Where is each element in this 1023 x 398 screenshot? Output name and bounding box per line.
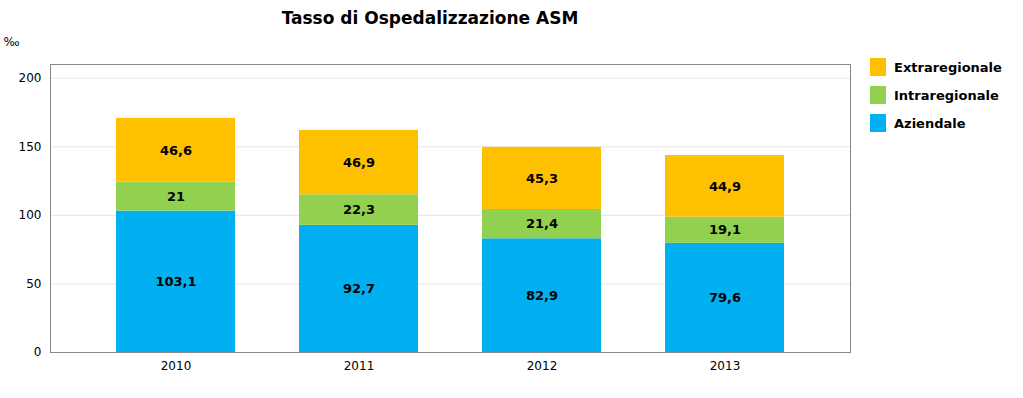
- svg-text:22,3: 22,3: [343, 202, 375, 217]
- svg-text:82,9: 82,9: [526, 288, 558, 303]
- svg-text:92,7: 92,7: [343, 281, 375, 296]
- html-text:Aziendale: Aziendale: [894, 115, 966, 131]
- html-text:Intraregionale: Intraregionale: [894, 87, 999, 103]
- svg-text:21,4: 21,4: [526, 216, 558, 231]
- svg-text:45,3: 45,3: [526, 171, 558, 186]
- svg-text:‰: ‰: [4, 35, 20, 49]
- svg-text:2010: 2010: [161, 359, 192, 373]
- svg-text:200: 200: [19, 71, 42, 85]
- svg-text:100: 100: [19, 208, 42, 222]
- svg-text:2012: 2012: [527, 359, 558, 373]
- svg-text:79,6: 79,6: [709, 290, 741, 305]
- svg-text:150: 150: [19, 140, 42, 154]
- html-text:Tasso di Ospedalizzazione ASM: Tasso di Ospedalizzazione ASM: [281, 8, 579, 28]
- svg-text:44,9: 44,9: [709, 179, 741, 194]
- svg-text:46,9: 46,9: [343, 155, 375, 170]
- svg-text:46,6: 46,6: [160, 143, 192, 158]
- html-text:Extraregionale: Extraregionale: [894, 59, 1002, 75]
- svg-text:103,1: 103,1: [155, 274, 196, 289]
- svg-text:19,1: 19,1: [709, 222, 741, 237]
- svg-text:2013: 2013: [710, 359, 741, 373]
- svg-text:0: 0: [34, 345, 42, 359]
- svg-text:50: 50: [26, 277, 41, 291]
- svg-text:2011: 2011: [344, 359, 375, 373]
- svg-text:21: 21: [167, 189, 185, 204]
